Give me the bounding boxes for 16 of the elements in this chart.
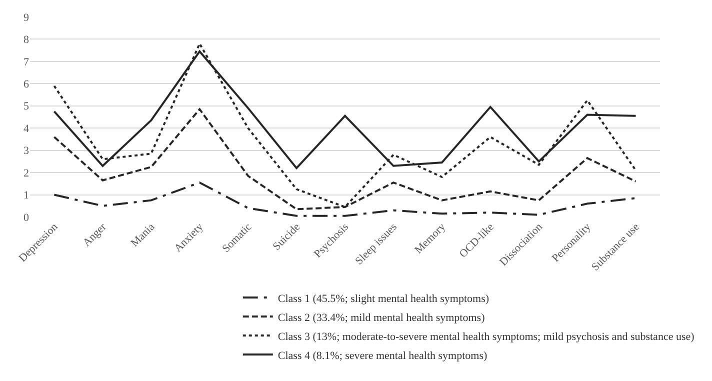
- legend-label: Class 1 (45.5%; slight mental health symptoms): [278, 292, 490, 305]
- y-tick-label: 8: [24, 34, 30, 46]
- y-tick-label: 0: [24, 212, 30, 224]
- y-tick-label: 9: [24, 12, 30, 24]
- line-series: [53, 182, 637, 217]
- legend-label: Class 3 (13%; moderate-to-severe mental health symptoms; mild psychosis and substance use): [278, 330, 695, 343]
- legend-label: Class 2 (33.4%; mild mental health symptoms): [278, 312, 486, 324]
- legend-label: Class 4 (8.1%; severe mental health symptoms): [278, 350, 488, 362]
- y-tick-label: 7: [24, 56, 30, 68]
- y-tick-label: 1: [24, 190, 29, 202]
- y-tick-label: 6: [24, 78, 30, 91]
- y-tick-label: 3: [24, 145, 30, 158]
- y-tick-label: 4: [24, 122, 30, 135]
- line-series: [53, 42, 637, 208]
- y-tick-label: 2: [24, 167, 29, 180]
- y-tick-label: 5: [24, 100, 30, 113]
